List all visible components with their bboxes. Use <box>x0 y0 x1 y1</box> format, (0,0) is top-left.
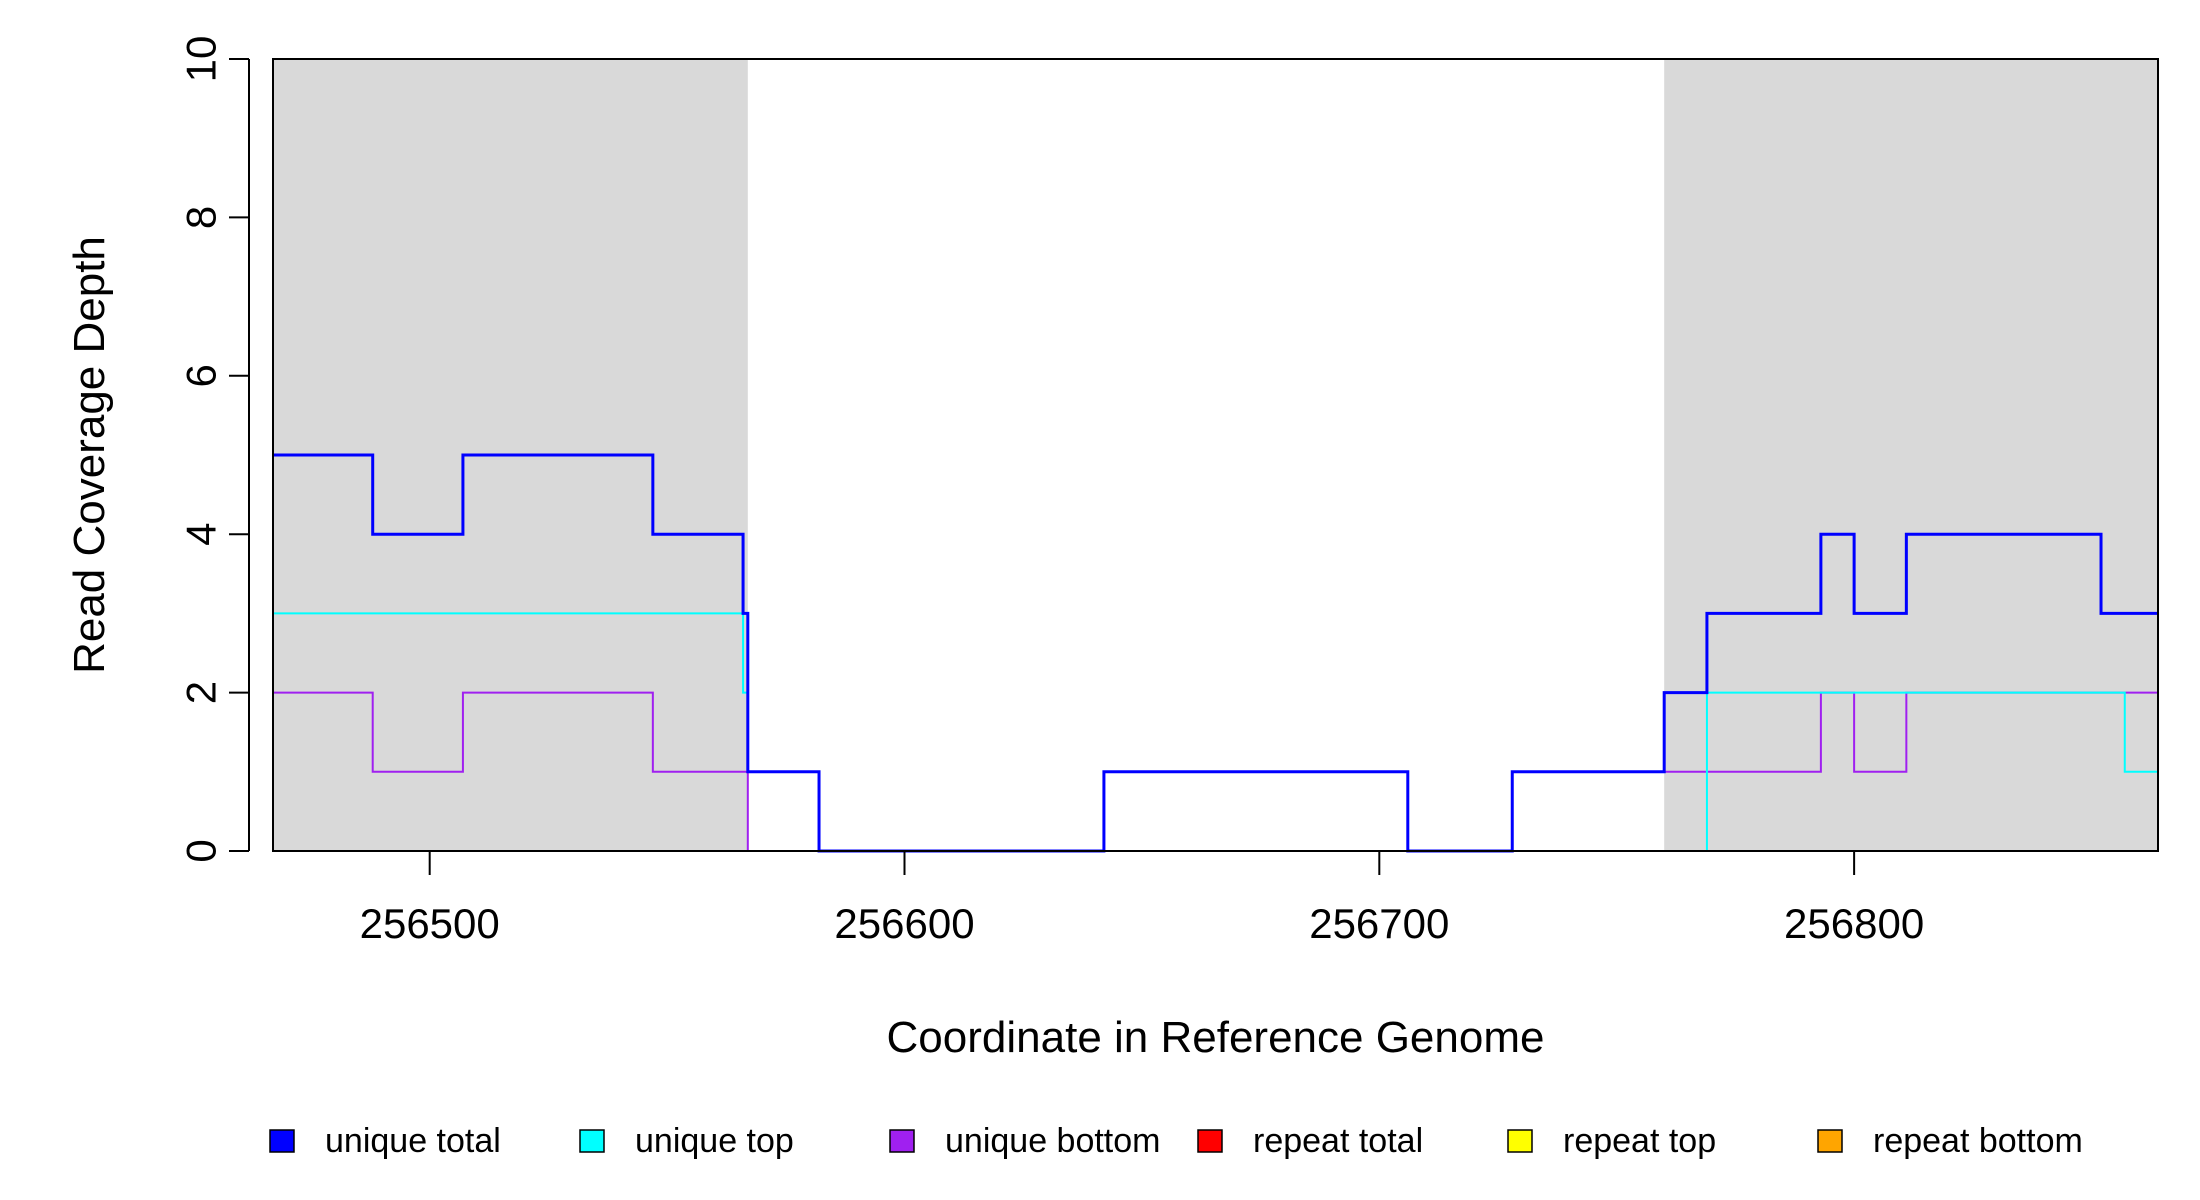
y-axis-title: Read Coverage Depth <box>65 236 114 674</box>
y-tick-label: 0 <box>178 839 225 862</box>
legend-label: unique total <box>325 1122 501 1160</box>
legend-item-unique-bottom: unique bottom <box>889 1122 1161 1160</box>
x-axis: 256500 256600 256700 256800 <box>360 851 1924 947</box>
legend-label: repeat bottom <box>1873 1122 2083 1160</box>
legend-item-unique-top: unique top <box>579 1122 794 1160</box>
x-axis-title: Coordinate in Reference Genome <box>887 1013 1545 1062</box>
y-axis: 0 2 4 6 8 10 <box>178 36 250 863</box>
y-tick-label: 2 <box>178 681 225 704</box>
legend-swatch <box>269 1129 295 1153</box>
x-tick-label: 256500 <box>360 900 500 947</box>
legend-label: unique top <box>635 1122 794 1160</box>
legend-label: repeat total <box>1253 1122 1423 1160</box>
legend-swatch <box>1507 1129 1533 1153</box>
legend-item-repeat-total: repeat total <box>1197 1122 1423 1160</box>
x-tick-label: 256700 <box>1309 900 1449 947</box>
legend-label: unique bottom <box>945 1122 1161 1160</box>
legend-label: repeat top <box>1563 1122 1716 1160</box>
legend-swatch <box>579 1129 605 1153</box>
shaded-regions <box>273 59 2158 851</box>
y-tick-label: 8 <box>178 206 225 229</box>
shaded-region-1 <box>1664 59 2158 851</box>
plot-frame <box>272 58 2159 852</box>
y-tick-label: 10 <box>178 36 225 83</box>
legend-item-repeat-top: repeat top <box>1507 1122 1716 1160</box>
legend: unique total unique top unique bottom repea… <box>269 1122 2083 1160</box>
legend-swatch <box>1197 1129 1223 1153</box>
y-tick-label: 4 <box>178 523 225 546</box>
x-tick-label: 256800 <box>1784 900 1924 947</box>
series-unique-total <box>273 453 2158 853</box>
legend-item-unique-total: unique total <box>269 1122 501 1160</box>
legend-swatch <box>1817 1129 1843 1153</box>
legend-swatch <box>889 1129 915 1153</box>
legend-item-repeat-bottom: repeat bottom <box>1817 1122 2083 1160</box>
x-tick-label: 256600 <box>834 900 974 947</box>
y-tick-label: 6 <box>178 364 225 387</box>
